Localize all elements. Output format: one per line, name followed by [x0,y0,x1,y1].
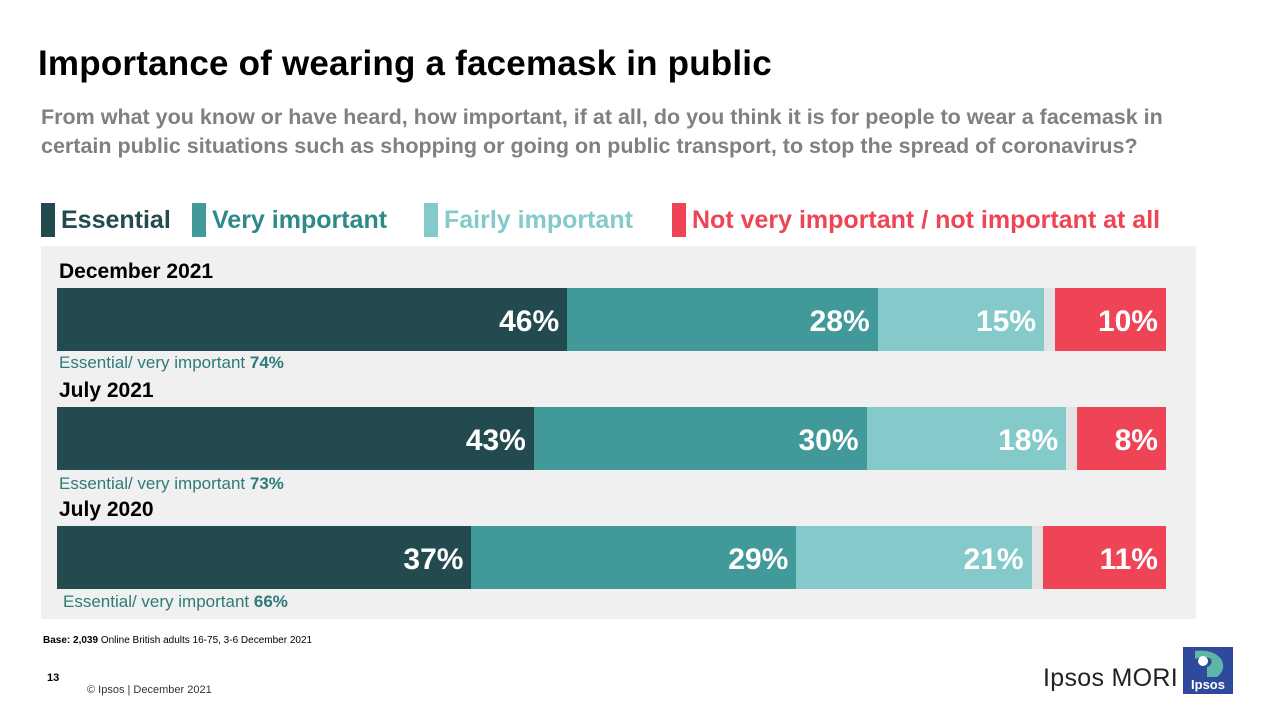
data-label: 15% [975,305,1036,338]
data-label: 8% [1114,424,1158,457]
bar-category-label: December 2021 [59,260,214,283]
net-score-label: Essential/ very important 73% [59,474,284,494]
bar-segment [877,288,1044,351]
copyright-note: © Ipsos | December 2021 [87,684,212,696]
bar-segment [57,407,534,470]
net-score-value: 73% [249,474,284,493]
question-text: From what you know or have heard, how im… [41,105,1163,158]
data-label: 28% [809,305,870,338]
data-label: 43% [465,424,526,457]
bar-segment [533,407,867,470]
legend-swatch [41,203,55,237]
legend-label: Fairly important [444,206,633,234]
legend-label: Very important [212,206,388,234]
bar-category-label: July 2020 [59,498,154,521]
data-label: 21% [963,543,1024,576]
bar-segment [1077,407,1166,470]
page-number: 13 [47,672,60,684]
bar-segment [57,526,472,589]
bar-segment [1044,288,1056,351]
bar-segment [1042,526,1166,589]
bar-segment [866,407,1067,470]
net-score-value: 66% [253,592,288,611]
stacked-bar: 43% 30% 18% 8% [57,407,1166,470]
stacked-bar: 37% 29% 21% 11% [57,526,1166,589]
base-value: 2,039 [73,635,99,646]
bar-segment [471,526,797,589]
bar-segment [1066,407,1078,470]
base-note: Base: 2,039 Online British adults 16-75,… [43,635,312,646]
logo-text: Ipsos [1191,677,1225,692]
stacked-bar: 46% 28% 15% 10% [57,288,1166,351]
net-score-value: 74% [249,353,284,372]
legend-label: Essential [61,206,171,234]
base-label: Base: [43,635,71,646]
legend-swatch [192,203,206,237]
data-label: 29% [728,543,789,576]
net-score-label: Essential/ very important 66% [63,592,288,612]
bar-segment [57,288,568,351]
data-label: 18% [998,424,1059,457]
ipsos-logo-icon: Ipsos [1183,647,1233,694]
base-text: Online British adults 16-75, 3-6 Decembe… [100,635,313,646]
legend-label: Not very important / not important at al… [692,206,1161,234]
slide-title: Importance of wearing a facemask in publ… [38,44,772,83]
data-label: 10% [1097,305,1158,338]
bar-category-label: July 2021 [59,379,154,402]
bar-segment [1055,288,1166,351]
net-score-text: Essential/ very important [59,353,250,372]
bar-segment [796,526,1032,589]
net-score-text: Essential/ very important [63,592,254,611]
data-label: 37% [403,543,464,576]
bar-segment [567,288,878,351]
brand-wordmark: Ipsos MORI [1043,664,1178,692]
data-label: 11% [1099,543,1158,576]
net-score-label: Essential/ very important 74% [59,353,284,373]
bar-segment [1031,526,1043,589]
legend-swatch [672,203,686,237]
legend-swatch [424,203,438,237]
data-label: 46% [499,305,560,338]
net-score-text: Essential/ very important [59,474,250,493]
data-label: 30% [798,424,859,457]
